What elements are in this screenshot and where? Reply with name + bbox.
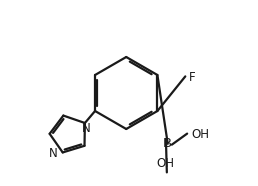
Text: B: B <box>163 137 172 150</box>
Text: OH: OH <box>156 157 174 170</box>
Text: F: F <box>189 71 196 84</box>
Text: N: N <box>82 122 90 135</box>
Text: N: N <box>49 147 58 160</box>
Text: OH: OH <box>192 128 210 141</box>
